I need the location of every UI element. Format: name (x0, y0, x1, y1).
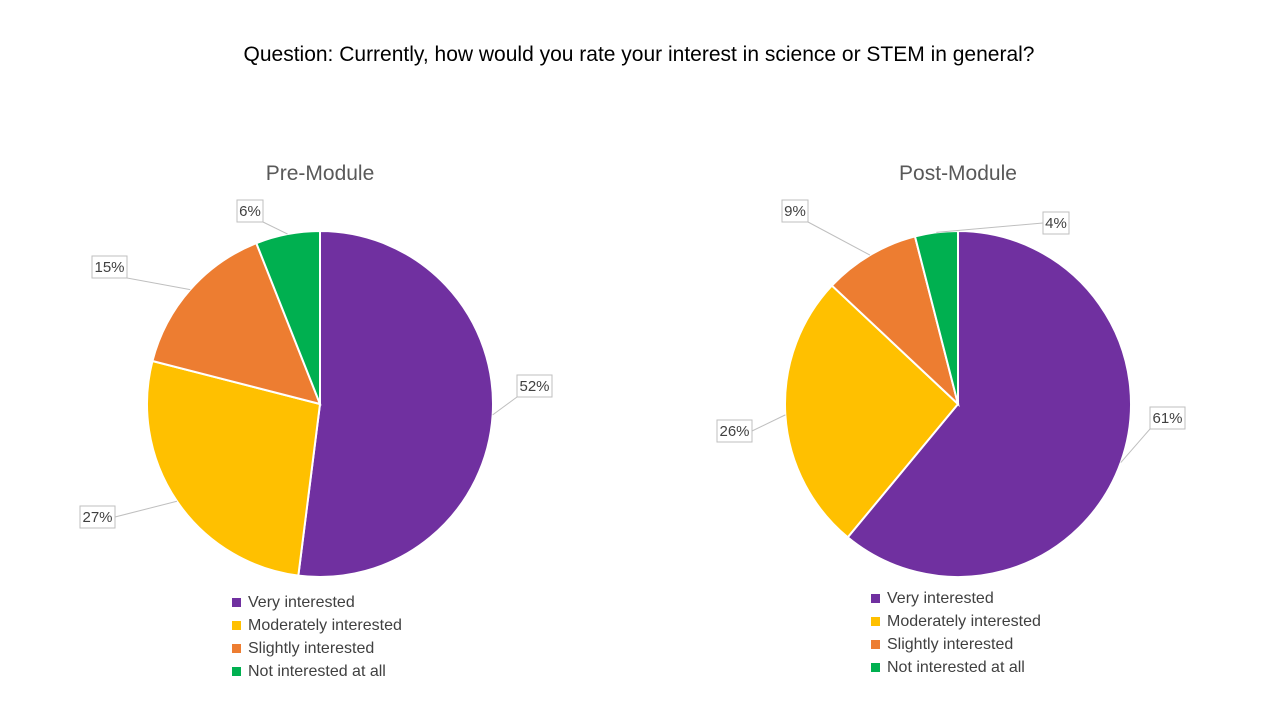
data-label-moderately-interested: 26% (719, 423, 749, 440)
post-module-chart: Post-Module 61% 26% 9% 4% Very interested Mod… (716, 162, 1186, 676)
data-label-box (236, 199, 264, 223)
data-label-very-interested: 52% (519, 378, 549, 395)
pre-module-title: Pre-Module (266, 162, 375, 185)
legend-swatch-slightly-interested (232, 644, 241, 653)
legend-swatch-moderately-interested (871, 617, 880, 626)
legend-label-not-interested-at-all: Not interested at all (248, 663, 386, 680)
pie-slice-moderately-interested (146, 359, 322, 577)
legend-swatch-slightly-interested (871, 640, 880, 649)
legend-label-slightly-interested: Slightly interested (248, 640, 374, 657)
leader-line (1120, 428, 1151, 463)
legend-swatch-very-interested (871, 594, 880, 603)
data-label-very-interested: 61% (1152, 410, 1182, 427)
leader-line (126, 277, 191, 291)
legend-swatch-not-interested-at-all (871, 663, 880, 672)
leader-line (114, 500, 178, 518)
legend-label-moderately-interested: Moderately interested (887, 613, 1041, 630)
data-label-not-interested-at-all: 4% (1045, 215, 1067, 232)
data-label-box (516, 374, 553, 398)
pie-slice-very-interested (297, 229, 494, 578)
data-label-box (716, 419, 753, 443)
leader-line (936, 222, 1044, 233)
data-label-box (1042, 211, 1070, 235)
data-label-slightly-interested: 9% (784, 203, 806, 220)
leader-line (751, 414, 786, 432)
data-label-box (91, 255, 128, 279)
post-module-title: Post-Module (899, 162, 1017, 185)
legend-swatch-very-interested (232, 598, 241, 607)
page-title: Question: Currently, how would you rate … (243, 43, 1035, 66)
legend-label-moderately-interested: Moderately interested (248, 617, 402, 634)
pre-module-chart: Pre-Module 52% 27% 15% 6% Very interested Mod… (79, 162, 553, 680)
pie-slice-very-interested (846, 229, 1132, 578)
data-label-moderately-interested: 27% (82, 509, 112, 526)
pie-slice-slightly-interested (830, 235, 960, 408)
legend-label-not-interested-at-all: Not interested at all (887, 659, 1025, 676)
legend-label-very-interested: Very interested (887, 590, 994, 607)
data-label-box (1149, 406, 1186, 430)
legend-label-slightly-interested: Slightly interested (887, 636, 1013, 653)
pie-slice-slightly-interested (151, 241, 322, 406)
data-label-box (781, 199, 809, 223)
data-label-not-interested-at-all: 6% (239, 203, 261, 220)
legend-swatch-moderately-interested (232, 621, 241, 630)
leader-line (492, 396, 518, 416)
legend-swatch-not-interested-at-all (232, 667, 241, 676)
legend-label-very-interested: Very interested (248, 594, 355, 611)
data-label-slightly-interested: 15% (94, 259, 124, 276)
leader-line (262, 221, 288, 235)
data-label-box (79, 505, 116, 529)
leader-line (807, 221, 871, 256)
